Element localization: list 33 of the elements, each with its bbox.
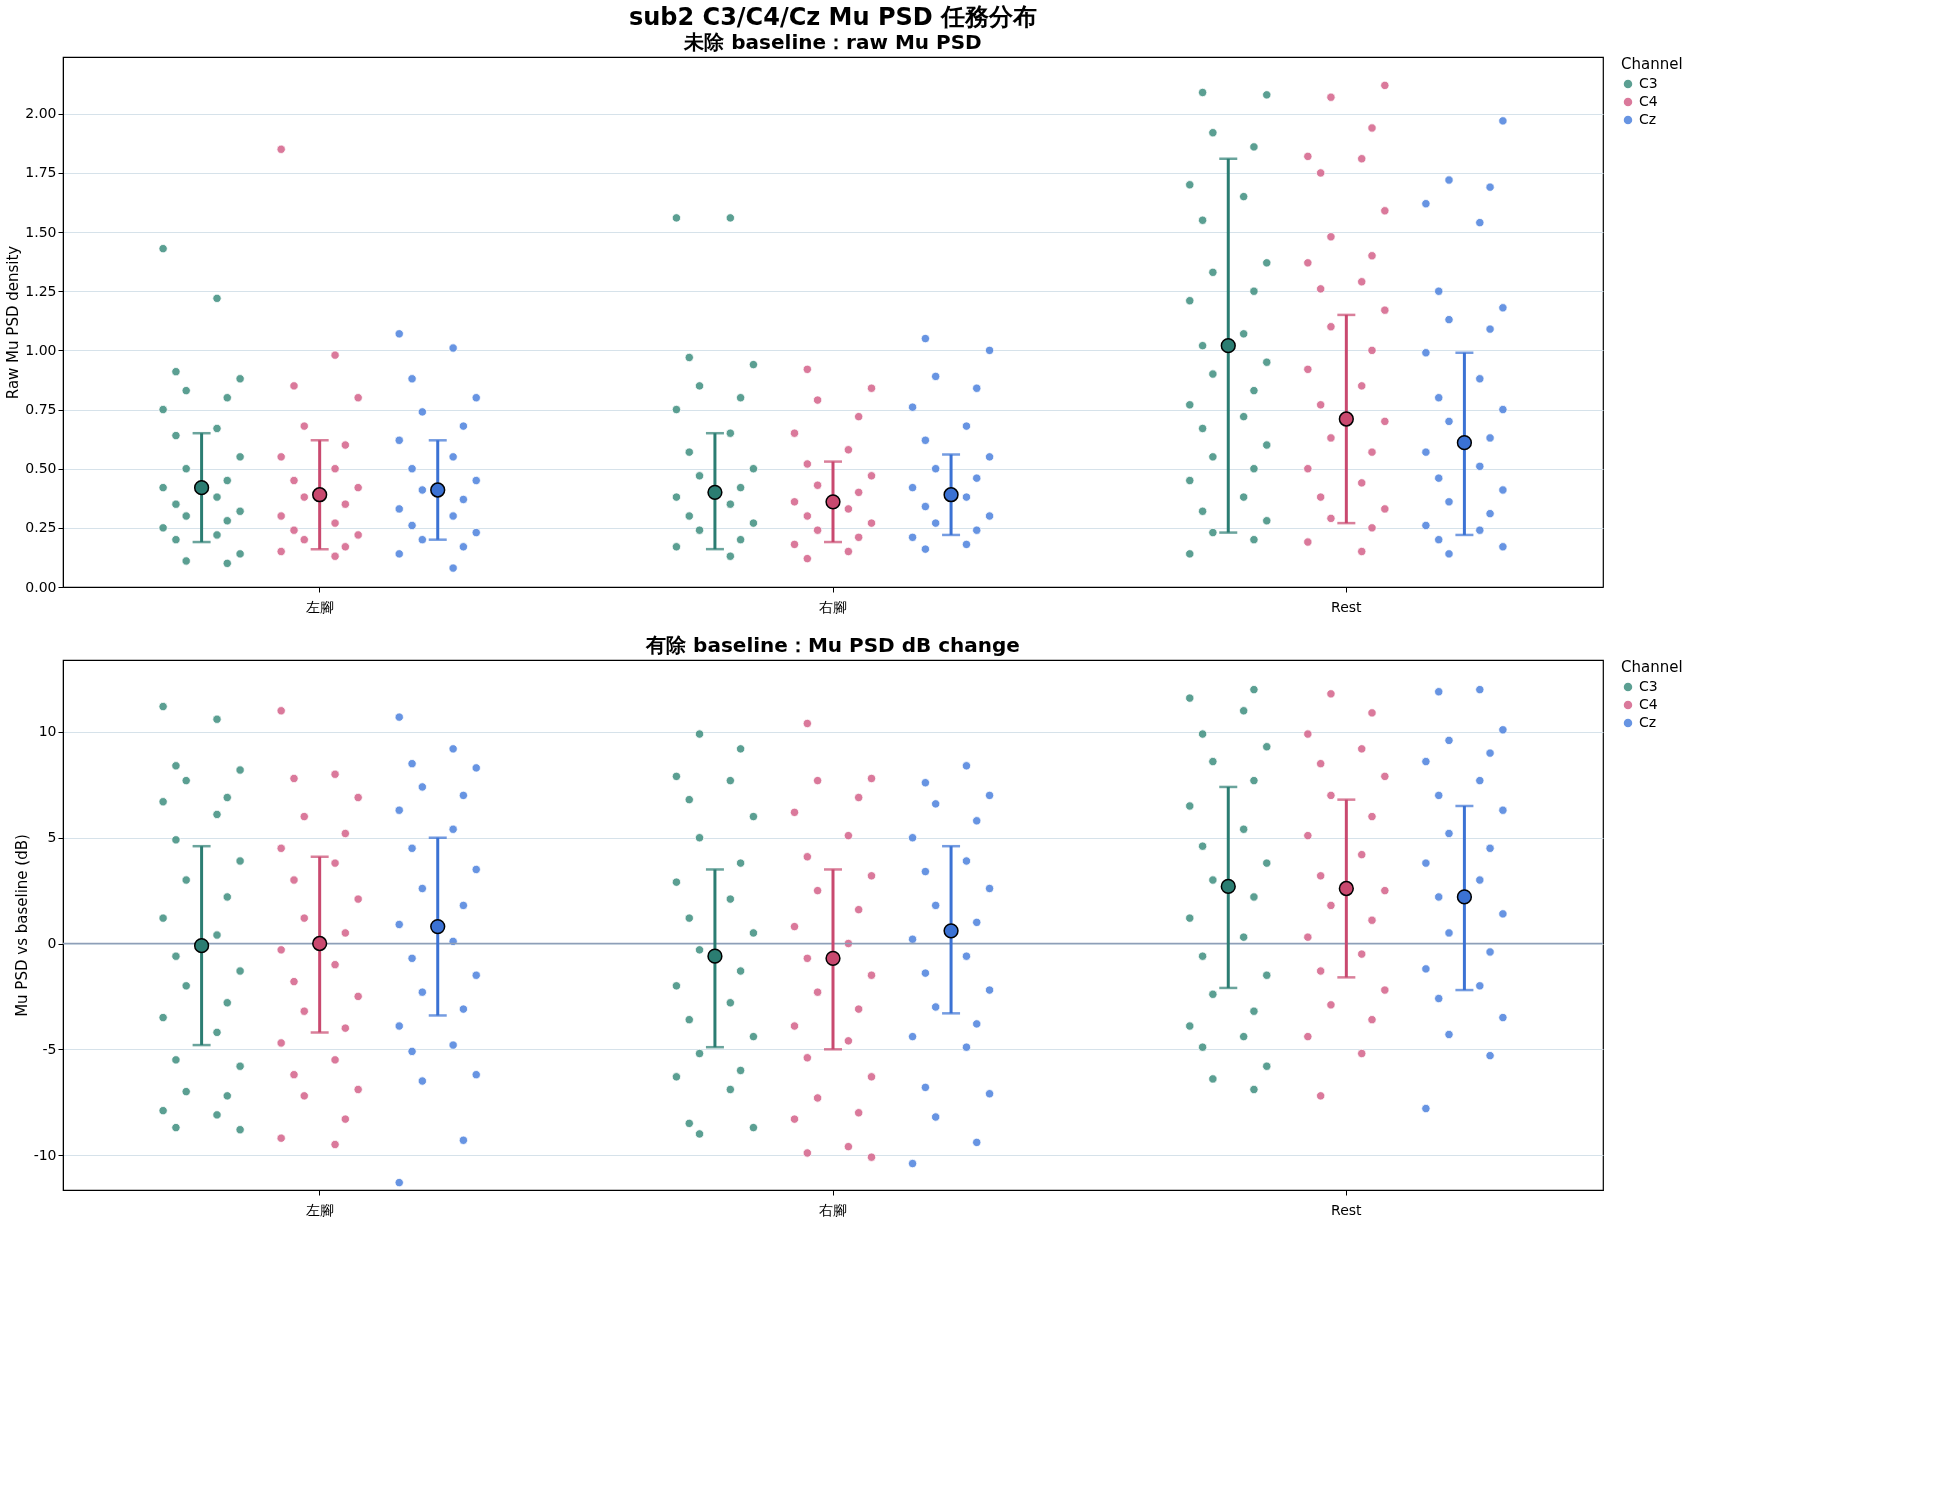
x-tick-label: 右腳 <box>819 598 847 615</box>
x-tick-label: Rest <box>1331 1201 1363 1218</box>
x-tick-label: 左腳 <box>305 598 334 615</box>
legend-label: C3 <box>1639 75 1658 91</box>
y-tick-label: 2.00 <box>25 105 57 122</box>
chart-title: sub2 C3/C4/Cz Mu PSD 任務分布 <box>628 3 1038 31</box>
chart-title: 有除 baseline：Mu PSD dB change <box>645 633 1020 657</box>
y-tick-label: -5 <box>42 1040 57 1057</box>
y-tick-label: 10 <box>38 723 57 740</box>
y-tick-label: 0.00 <box>25 578 57 595</box>
legend-title: Channel <box>1621 55 1683 73</box>
legend-label: C3 <box>1639 678 1658 694</box>
legend-label: C4 <box>1639 93 1658 109</box>
y-axis-title: Mu PSD vs baseline (dB) <box>12 834 31 1017</box>
x-tick-label: Rest <box>1331 598 1363 615</box>
legend-label: C4 <box>1639 696 1658 712</box>
legend-label: Cz <box>1639 111 1657 127</box>
y-tick-label: 1.75 <box>25 164 57 181</box>
x-tick-label: 左腳 <box>305 1201 334 1218</box>
chart-subtitle: 未除 baseline：raw Mu PSD <box>683 30 982 54</box>
y-tick-label: 0 <box>47 935 57 952</box>
y-axis-title: Raw Mu PSD density <box>4 245 23 400</box>
legend-label: Cz <box>1639 714 1657 730</box>
y-tick-label: 1.50 <box>25 223 57 240</box>
y-tick-label: 5 <box>47 829 57 846</box>
y-tick-label: 1.00 <box>25 341 57 358</box>
y-tick-label: 0.50 <box>25 460 57 477</box>
legend-title: Channel <box>1621 658 1683 676</box>
y-tick-label: 0.25 <box>25 519 57 536</box>
x-tick-label: 右腳 <box>819 1201 847 1218</box>
y-tick-label: -10 <box>33 1146 57 1163</box>
y-tick-label: 0.75 <box>25 401 57 418</box>
y-tick-label: 1.25 <box>25 282 57 299</box>
